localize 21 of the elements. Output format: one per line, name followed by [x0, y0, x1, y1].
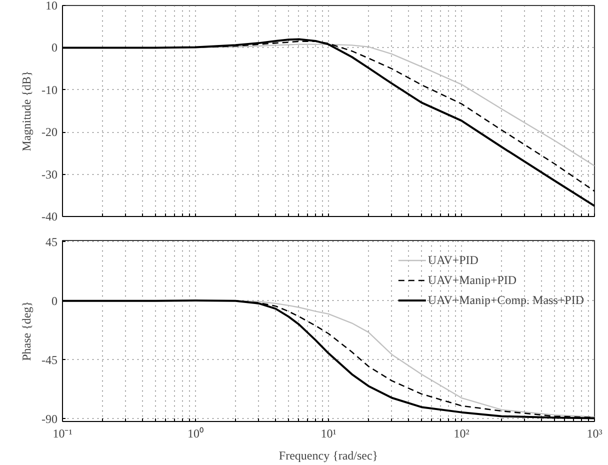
- x-tick-label: 10²: [454, 426, 470, 440]
- x-tick-label: 10⁰: [188, 426, 204, 440]
- y-tick-label: -45: [42, 352, 58, 367]
- legend-label: UAV+Manip+Comp. Mass+PID: [428, 292, 584, 308]
- y-tick-label: -20: [42, 125, 58, 140]
- y-tick-label: -40: [42, 210, 58, 224]
- y-tick-label: 0: [52, 40, 58, 55]
- y-tick-label: -30: [42, 167, 58, 182]
- y-axis-title: Magnitude {dB}: [20, 70, 34, 152]
- y-axis-title: Phase {deg}: [20, 301, 34, 361]
- legend-label: UAV+PID: [428, 252, 478, 268]
- x-axis-title: Frequency {rad/sec}: [278, 448, 378, 462]
- y-tick-label: 45: [46, 234, 58, 249]
- y-tick-label: -90: [42, 412, 58, 426]
- y-tick-label: 0: [52, 294, 58, 308]
- y-tick-label: 10: [46, 0, 58, 12]
- x-tick-label: 10³: [586, 426, 603, 440]
- x-tick-label: 10¹: [320, 426, 337, 440]
- y-tick-label: -10: [42, 82, 58, 97]
- legend-label: UAV+Manip+PID: [428, 272, 517, 288]
- x-tick-label: 10⁻¹: [52, 426, 73, 440]
